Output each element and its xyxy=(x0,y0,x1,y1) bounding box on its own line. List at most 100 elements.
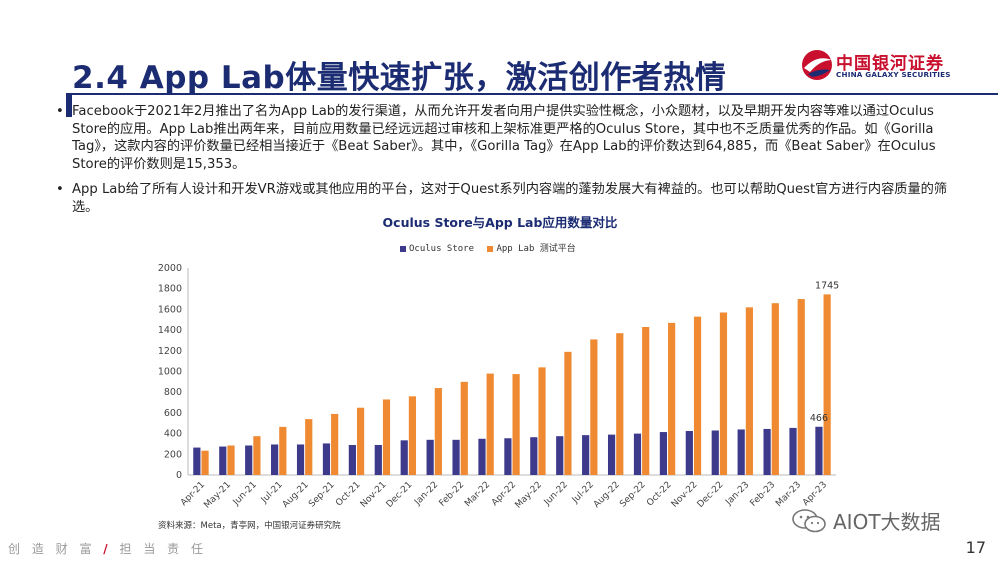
bar-app-lab xyxy=(538,367,546,475)
x-tick-label: Dec-21 xyxy=(385,480,415,510)
bar-oculus-store xyxy=(685,431,693,475)
bullet-text: Facebook于2021年2月推出了名为App Lab的发行渠道，从而允许开发… xyxy=(72,104,936,172)
x-tick-label: Aug-22 xyxy=(592,480,622,510)
y-tick-label: 1400 xyxy=(158,325,182,336)
slogan-slash: / xyxy=(103,542,112,556)
bar-oculus-store xyxy=(400,440,408,475)
source-note: 资料来源：Meta，青亭网，中国银河证券研究院 xyxy=(158,521,341,531)
bar-app-lab xyxy=(771,303,779,475)
bullet-list: • Facebook于2021年2月推出了名为App Lab的发行渠道，从而允许… xyxy=(56,103,956,224)
x-tick-label: May-22 xyxy=(514,480,545,511)
bar-oculus-store xyxy=(322,443,331,475)
bar-app-lab xyxy=(253,436,261,475)
bar-oculus-store xyxy=(296,444,305,475)
bar-app-lab xyxy=(227,445,235,475)
bar-app-lab xyxy=(745,307,753,475)
watermark-text: AIOT大数据 xyxy=(833,506,941,535)
y-tick-label: 1600 xyxy=(158,304,182,315)
data-label: 1745 xyxy=(815,280,839,291)
y-tick-label: 2000 xyxy=(158,263,182,274)
x-tick-label: Feb-23 xyxy=(749,480,778,509)
bar-oculus-store xyxy=(504,438,512,475)
y-tick-label: 600 xyxy=(164,408,182,419)
bar-oculus-store xyxy=(348,444,356,475)
legend-label-applab: App Lab 测试平台 xyxy=(496,244,576,254)
bar-oculus-store xyxy=(582,435,590,475)
x-tick-label: Oct-22 xyxy=(645,480,673,508)
slide-title: 2.4 App Lab体量快速扩张，激活创作者热情 xyxy=(72,60,727,96)
title-accent-bar xyxy=(66,93,72,117)
bar-app-lab xyxy=(486,373,494,475)
bar-app-lab xyxy=(279,426,287,475)
bar-oculus-store xyxy=(530,437,538,475)
bar-oculus-store xyxy=(789,427,797,475)
y-tick-label: 1800 xyxy=(158,284,182,295)
bar-oculus-store xyxy=(374,444,382,475)
wechat-icon xyxy=(792,509,826,533)
bar-oculus-store xyxy=(452,439,460,475)
x-tick-label: May-21 xyxy=(202,480,233,511)
bar-app-lab xyxy=(616,333,624,475)
bar-app-lab xyxy=(460,381,468,475)
slogan-left: 创 造 财 富 xyxy=(8,542,96,556)
x-tick-label: Dec-22 xyxy=(696,480,726,510)
legend-label-oculus: Oculus Store xyxy=(409,244,475,254)
bar-app-lab xyxy=(642,326,650,475)
x-tick-label: Feb-22 xyxy=(438,480,467,509)
bar-app-lab xyxy=(382,399,391,475)
bar-app-lab xyxy=(356,407,365,475)
x-tick-label: Jun-21 xyxy=(231,480,259,508)
x-tick-label: Jan-23 xyxy=(723,480,751,508)
y-tick-label: 200 xyxy=(164,449,182,460)
bar-app-lab xyxy=(590,339,598,475)
bar-oculus-store xyxy=(633,433,642,475)
bar-app-lab xyxy=(693,316,702,475)
bar-oculus-store xyxy=(556,436,564,475)
x-tick-label: Nov-22 xyxy=(670,480,700,510)
slogan-right: 担 当 责 任 xyxy=(119,542,207,556)
x-tick-label: Nov-21 xyxy=(359,480,389,510)
x-tick-label: Sep-21 xyxy=(307,480,336,509)
bar-app-lab xyxy=(305,419,313,475)
chart-legend: Oculus Store App Lab 测试平台 xyxy=(400,241,584,254)
logo-name-cn: 中国银河证券 xyxy=(836,54,944,74)
x-tick-label: Mar-22 xyxy=(463,480,492,509)
x-tick-label: Oct-21 xyxy=(334,480,362,508)
watermark-label: AIOT大数据 xyxy=(833,510,941,534)
chart-title: Oculus Store与App Lab应用数量对比 xyxy=(382,215,618,230)
bar-oculus-store xyxy=(271,444,279,475)
bar-oculus-store xyxy=(763,428,771,475)
bar-app-lab xyxy=(408,396,417,475)
y-tick-label: 400 xyxy=(164,429,182,440)
galaxy-logo-icon xyxy=(802,50,832,80)
y-tick-label: 0 xyxy=(176,470,182,481)
bar-oculus-store xyxy=(193,447,201,475)
page-number: 17 xyxy=(965,538,986,557)
footer-slogan: 创 造 财 富 / 担 当 责 任 xyxy=(8,540,207,557)
bar-app-lab xyxy=(823,294,831,475)
x-tick-label: Jan-22 xyxy=(412,480,440,508)
bar-oculus-store xyxy=(659,432,668,475)
bullet-item: • Facebook于2021年2月推出了名为App Lab的发行渠道，从而允许… xyxy=(56,103,956,173)
bar-app-lab xyxy=(434,388,442,475)
bullet-text: App Lab给了所有人设计和开发VR游戏或其他应用的平台，这对于Quest系列… xyxy=(72,182,948,215)
y-tick-label: 1000 xyxy=(158,367,182,378)
bar-oculus-store xyxy=(711,430,719,475)
legend-swatch-oculus xyxy=(400,245,406,252)
data-label: 466 xyxy=(810,413,828,424)
bar-app-lab xyxy=(512,374,520,475)
legend-item-applab: App Lab 测试平台 xyxy=(487,244,576,254)
bar-oculus-store xyxy=(219,446,227,475)
x-tick-label: Apr-23 xyxy=(801,480,829,508)
y-tick-label: 1200 xyxy=(158,346,182,357)
bar-app-lab xyxy=(331,413,339,475)
bar-oculus-store xyxy=(478,438,486,475)
title-underline xyxy=(66,93,998,95)
legend-item-oculus: Oculus Store xyxy=(400,244,479,254)
bullet-item: • App Lab给了所有人设计和开发VR游戏或其他应用的平台，这对于Quest… xyxy=(56,181,956,216)
bullet-dot: • xyxy=(56,104,64,119)
y-tick-label: 800 xyxy=(164,387,182,398)
x-tick-label: Aug-21 xyxy=(281,480,311,510)
bullet-dot: • xyxy=(56,182,64,197)
